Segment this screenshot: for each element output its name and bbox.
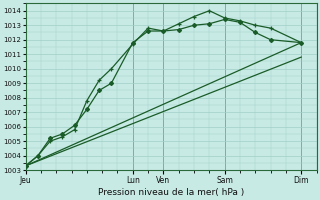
X-axis label: Pression niveau de la mer( hPa ): Pression niveau de la mer( hPa )	[98, 188, 244, 197]
